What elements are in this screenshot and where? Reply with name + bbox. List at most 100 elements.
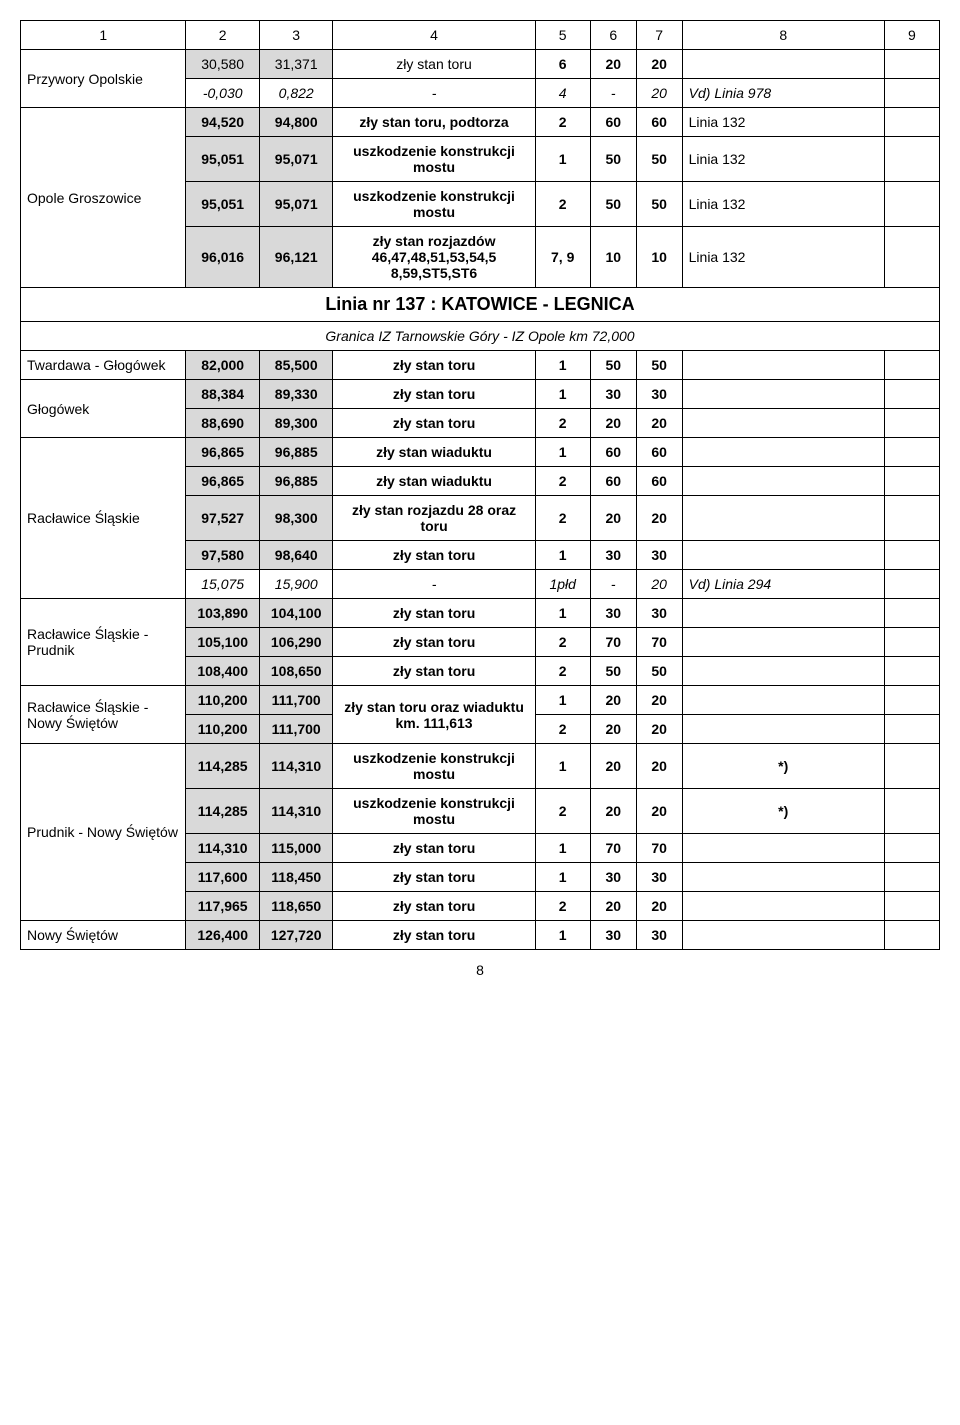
cell: Linia nr 137 : KATOWICE - LEGNICA [21,288,940,322]
cell: 108,400 [186,657,260,686]
cell: 1 [535,541,590,570]
cell: 20 [636,50,682,79]
cell: 2 [535,496,590,541]
cell: Linia 132 [682,108,884,137]
cell: 1 [535,744,590,789]
cell [682,921,884,950]
cell: 70 [590,834,636,863]
cell: 30 [636,599,682,628]
cell: 88,384 [186,380,260,409]
cell: 30 [590,380,636,409]
cell: 1 [535,380,590,409]
cell [884,137,939,182]
cell [884,541,939,570]
cell: 97,527 [186,496,260,541]
table-row: Racławice Śląskie - Nowy Świętów110,2001… [21,686,940,715]
cell: 60 [590,438,636,467]
cell [884,496,939,541]
header-col-6: 6 [590,21,636,50]
cell: Linia 132 [682,182,884,227]
cell: 20 [590,686,636,715]
header-col-8: 8 [682,21,884,50]
cell: 2 [535,892,590,921]
header-col-3: 3 [259,21,333,50]
table-row: Racławice Śląskie - Prudnik103,890104,10… [21,599,940,628]
cell: 1 [535,438,590,467]
cell: 20 [636,686,682,715]
cell [682,351,884,380]
cell [682,467,884,496]
cell: 20 [590,715,636,744]
cell: 50 [636,657,682,686]
cell [682,409,884,438]
cell: Głogówek [21,380,186,438]
cell: 95,071 [259,137,333,182]
cell: 60 [636,467,682,496]
header-col-9: 9 [884,21,939,50]
cell [884,892,939,921]
cell [884,182,939,227]
cell: 30 [590,599,636,628]
cell: 7, 9 [535,227,590,288]
cell: 118,650 [259,892,333,921]
cell [884,409,939,438]
cell [884,351,939,380]
cell: 30 [636,380,682,409]
cell: 2 [535,789,590,834]
cell: 60 [590,108,636,137]
cell: 96,885 [259,438,333,467]
cell: 15,075 [186,570,260,599]
cell: 104,100 [259,599,333,628]
cell: -0,030 [186,79,260,108]
table-row: Nowy Świętów126,400127,720zły stan toru1… [21,921,940,950]
cell: 70 [590,628,636,657]
cell: 50 [636,182,682,227]
cell: 30 [590,541,636,570]
cell: 30 [636,863,682,892]
cell [884,628,939,657]
cell: Racławice Śląskie [21,438,186,599]
cell [682,834,884,863]
cell: 30 [590,921,636,950]
cell: 20 [590,496,636,541]
table-row: Racławice Śląskie96,86596,885zły stan wi… [21,438,940,467]
cell: *) [682,744,884,789]
cell: uszkodzenie konstrukcji mostu [333,789,535,834]
cell [884,79,939,108]
cell [884,227,939,288]
cell: 108,650 [259,657,333,686]
cell: zły stan toru [333,834,535,863]
cell: zły stan toru [333,628,535,657]
cell: Przywory Opolskie [21,50,186,108]
cell [884,657,939,686]
cell [682,541,884,570]
cell: 50 [636,137,682,182]
cell: 10 [590,227,636,288]
cell: 117,965 [186,892,260,921]
cell: 20 [636,409,682,438]
cell: 89,300 [259,409,333,438]
cell: 118,450 [259,863,333,892]
cell [682,686,884,715]
cell: Racławice Śląskie - Prudnik [21,599,186,686]
cell: 60 [590,467,636,496]
cell: 20 [636,715,682,744]
cell: 70 [636,834,682,863]
cell: 20 [590,789,636,834]
cell: 20 [590,892,636,921]
cell: 20 [590,50,636,79]
cell: 20 [636,79,682,108]
cell: 110,200 [186,686,260,715]
cell: 2 [535,715,590,744]
cell: 30 [636,541,682,570]
cell: 1 [535,686,590,715]
cell: 94,520 [186,108,260,137]
cell: 1 [535,863,590,892]
cell: 20 [636,744,682,789]
cell: zły stan wiaduktu [333,467,535,496]
cell: 2 [535,657,590,686]
cell: zły stan toru [333,921,535,950]
cell: 20 [636,789,682,834]
cell: 96,885 [259,467,333,496]
cell [884,715,939,744]
